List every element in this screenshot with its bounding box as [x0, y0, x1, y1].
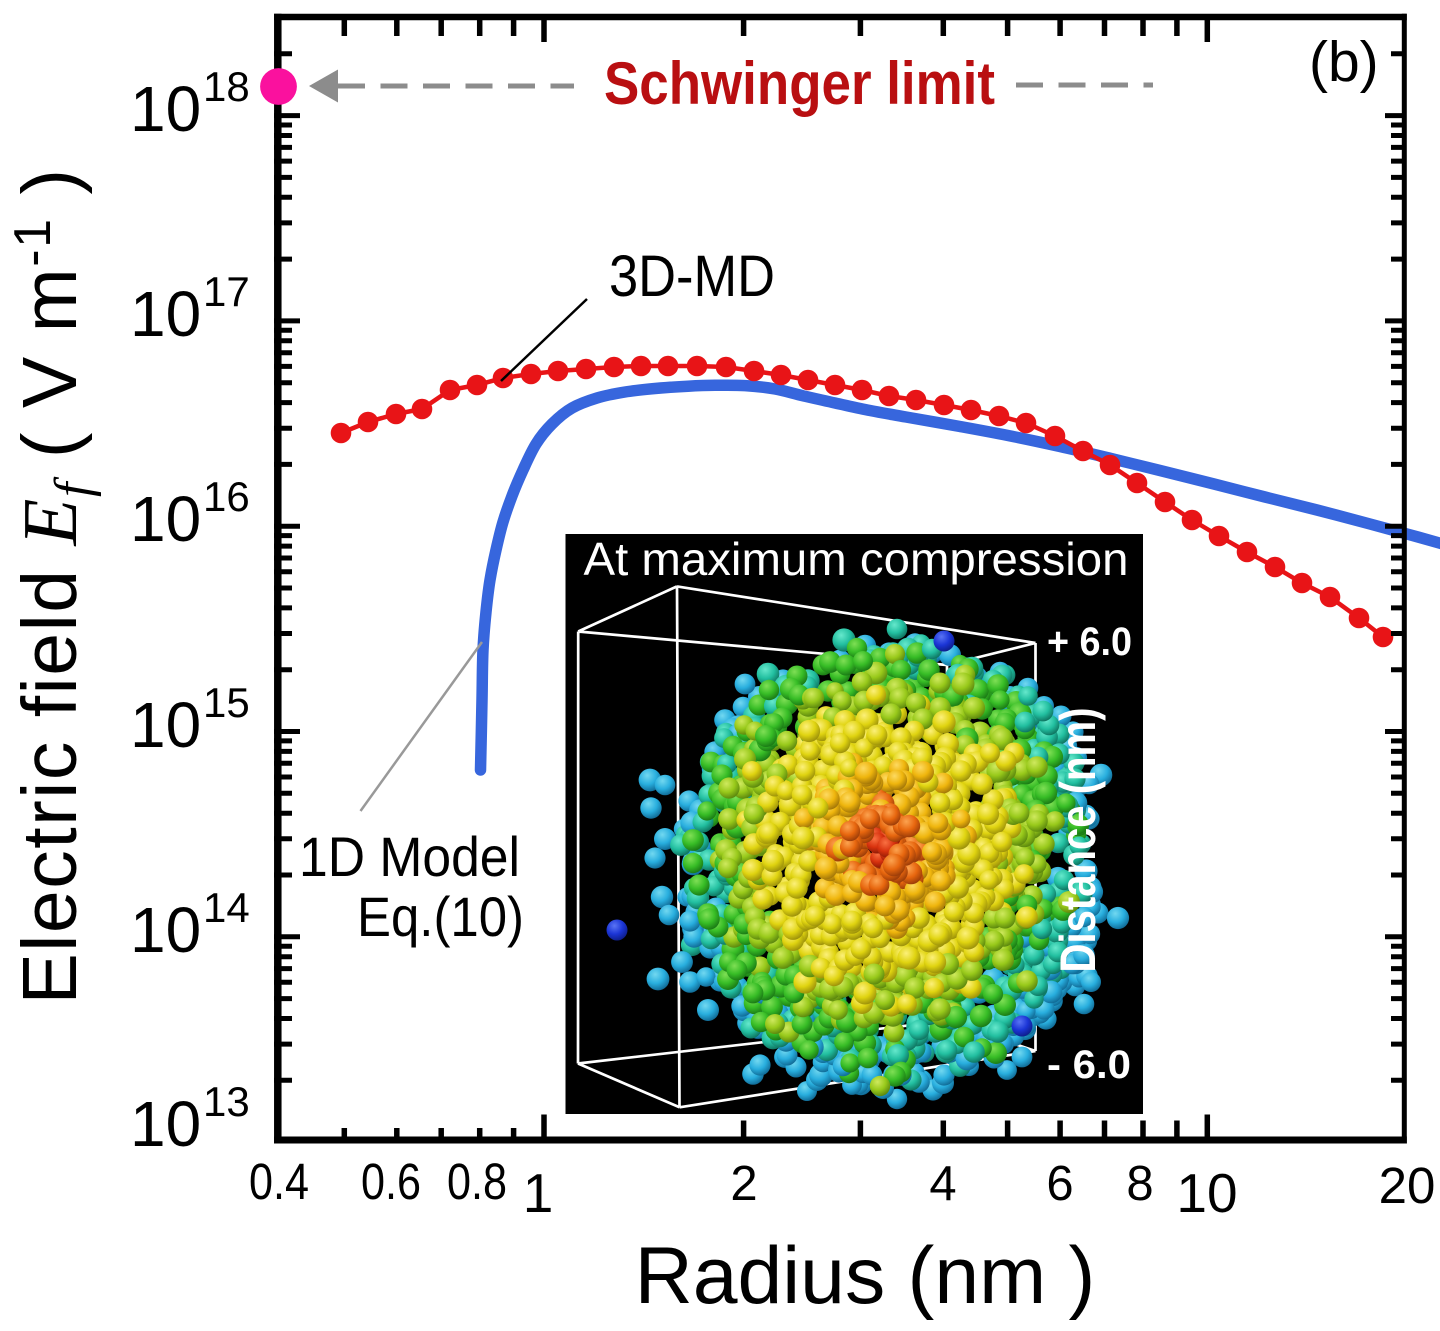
svg-text:8: 8 [1126, 1157, 1153, 1211]
svg-text:0.4: 0.4 [249, 1153, 309, 1210]
svg-text:Electric field Ef ( V m-1 ): Electric field Ef ( V m-1 ) [4, 167, 102, 1004]
svg-text:- 6.0: - 6.0 [1047, 1043, 1131, 1087]
svg-text:15: 15 [203, 679, 250, 726]
svg-text:14: 14 [203, 884, 250, 931]
svg-text:13: 13 [203, 1078, 250, 1125]
svg-text:20: 20 [1379, 1157, 1436, 1214]
svg-text:0.6: 0.6 [361, 1153, 421, 1210]
svg-text:4: 4 [929, 1157, 956, 1211]
svg-text:At maximum compression: At maximum compression [584, 533, 1129, 585]
svg-text:3D-MD: 3D-MD [609, 244, 775, 309]
svg-text:10: 10 [130, 73, 201, 145]
svg-text:(b): (b) [1309, 30, 1379, 94]
svg-text:10: 10 [130, 894, 201, 966]
svg-text:Eq.(10): Eq.(10) [357, 885, 524, 948]
svg-text:10: 10 [130, 278, 201, 350]
svg-text:16: 16 [203, 473, 250, 520]
svg-text:0.8: 0.8 [447, 1153, 507, 1210]
svg-text:10: 10 [130, 1088, 201, 1160]
svg-text:10: 10 [130, 483, 201, 555]
svg-text:6: 6 [1046, 1157, 1073, 1211]
svg-text:1D Model: 1D Model [299, 825, 520, 888]
svg-text:Distance (nm): Distance (nm) [1050, 708, 1106, 973]
svg-text:18: 18 [203, 63, 250, 110]
svg-text:10: 10 [130, 689, 201, 761]
svg-text:1: 1 [523, 1162, 554, 1224]
svg-text:+ 6.0: + 6.0 [1047, 620, 1132, 664]
svg-text:2: 2 [730, 1157, 757, 1211]
svg-text:17: 17 [203, 268, 250, 315]
svg-text:10: 10 [1176, 1162, 1237, 1224]
svg-text:Radius (nm ): Radius (nm ) [635, 1231, 1096, 1321]
svg-text:Schwinger limit: Schwinger limit [604, 50, 995, 117]
